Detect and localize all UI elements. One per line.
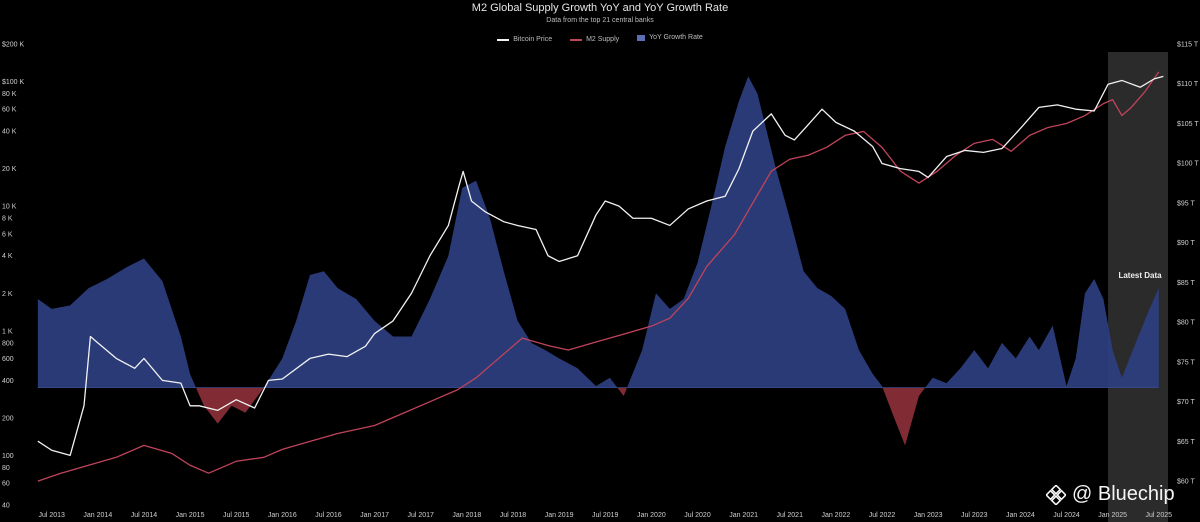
- yoy-growth-area: [37, 76, 1159, 446]
- x-tick-label: Jul 2025: [1146, 512, 1173, 519]
- legend-swatch-m2: [570, 38, 583, 41]
- x-tick-label: Jul 2015: [223, 512, 250, 519]
- x-tick-label: Jan 2019: [545, 512, 574, 519]
- x-axis-ticks: Jul 2013 Jan 2014 Jul 2014 Jan 2015 Jul 2015…: [38, 512, 1172, 519]
- left-axis-ticks: $200 K $100 K 80 K 60 K 40 K 20 K 10 K 8 K 6 K 4 …: [2, 42, 25, 510]
- right-axis-ticks: $115 T $110 T $105 T $100 T $95 T $90 T $85 T $…: [1177, 42, 1199, 486]
- left-tick-label: 4 K: [2, 253, 13, 260]
- right-tick-label: $100 T: [1177, 161, 1199, 168]
- x-tick-label: Jan 2014: [83, 512, 112, 519]
- x-tick-label: Jan 2016: [268, 512, 297, 519]
- legend-label-yoy: YoY Growth Rate: [649, 34, 703, 41]
- left-tick-label: 1 K: [2, 328, 13, 335]
- left-tick-label: 200: [2, 415, 14, 422]
- right-tick-label: $110 T: [1177, 81, 1199, 88]
- legend-label-bitcoin: Bitcoin Price: [513, 36, 553, 43]
- left-tick-label: 800: [2, 340, 14, 347]
- legend-swatch-yoy: [637, 34, 646, 41]
- bluechip-logo-icon: [1046, 484, 1066, 505]
- right-tick-label: $65 T: [1177, 439, 1195, 446]
- x-tick-label: Jul 2013: [38, 512, 65, 519]
- legend-label-m2: M2 Supply: [586, 36, 620, 43]
- x-tick-label: Jul 2018: [500, 512, 527, 519]
- left-tick-label: 60 K: [2, 107, 17, 114]
- x-tick-label: Jul 2024: [1053, 512, 1080, 519]
- yoy-area-positive: [37, 76, 1159, 388]
- left-tick-label: 80: [2, 465, 10, 472]
- x-tick-label: Jan 2018: [452, 512, 481, 519]
- watermark-text: @ Bluechip: [1072, 483, 1175, 505]
- x-tick-label: Jan 2022: [821, 512, 850, 519]
- latest-data-shade: [1108, 52, 1168, 522]
- latest-data-label: Latest Data: [1118, 271, 1162, 280]
- latest-data-region: [1108, 52, 1168, 522]
- right-tick-label: $75 T: [1177, 359, 1195, 366]
- legend-item-yoy[interactable]: YoY Growth Rate: [637, 34, 703, 41]
- left-tick-label: 8 K: [2, 216, 13, 223]
- left-tick-label: $100 K: [2, 79, 25, 86]
- chart-subtitle: Data from the top 21 central banks: [546, 17, 654, 24]
- right-tick-label: $60 T: [1177, 479, 1195, 486]
- right-tick-label: $95 T: [1177, 200, 1195, 207]
- legend-swatch-bitcoin: [497, 38, 510, 41]
- x-tick-label: Jul 2021: [777, 512, 804, 519]
- chart-title: M2 Global Supply Growth YoY and YoY Grow…: [471, 2, 729, 14]
- left-tick-label: 10 K: [2, 204, 17, 211]
- bitcoin-price-path: [37, 75, 1164, 457]
- x-tick-label: Jul 2017: [407, 512, 434, 519]
- x-tick-label: Jul 2022: [869, 512, 896, 519]
- left-tick-label: 20 K: [2, 166, 17, 173]
- yoy-area-negative: [195, 387, 926, 446]
- left-tick-label: 40 K: [2, 129, 17, 136]
- x-tick-label: Jan 2020: [637, 512, 666, 519]
- left-tick-label: 400: [2, 378, 14, 385]
- left-tick-label: 80 K: [2, 91, 17, 98]
- right-tick-label: $90 T: [1177, 240, 1195, 247]
- x-tick-label: Jul 2016: [315, 512, 342, 519]
- left-tick-label: $200 K: [2, 42, 25, 49]
- chart-legend: Bitcoin Price M2 Supply YoY Growth Rate: [0, 34, 1200, 43]
- left-tick-label: 6 K: [2, 231, 13, 238]
- left-tick-label: 40: [2, 503, 10, 510]
- x-tick-label: Jan 2021: [729, 512, 758, 519]
- legend-item-bitcoin[interactable]: Bitcoin Price: [497, 36, 552, 43]
- x-tick-label: Jul 2019: [592, 512, 619, 519]
- right-tick-label: $80 T: [1177, 320, 1195, 327]
- x-tick-label: Jan 2024: [1006, 512, 1035, 519]
- left-tick-label: 60: [2, 481, 10, 488]
- bluechip-watermark: @ Bluechip: [1046, 483, 1175, 506]
- x-tick-label: Jan 2015: [176, 512, 205, 519]
- m2-supply-path: [37, 71, 1160, 482]
- left-tick-label: 2 K: [2, 291, 13, 298]
- left-tick-label: 100: [2, 453, 14, 460]
- legend-item-m2[interactable]: M2 Supply: [570, 36, 619, 43]
- m2-supply-line: [37, 71, 1160, 482]
- x-tick-label: Jan 2023: [914, 512, 943, 519]
- right-tick-label: $85 T: [1177, 280, 1195, 287]
- x-tick-label: Jul 2014: [131, 512, 158, 519]
- right-tick-label: $70 T: [1177, 399, 1195, 406]
- x-tick-label: Jul 2023: [961, 512, 988, 519]
- right-tick-label: $115 T: [1177, 42, 1199, 49]
- latest-data-annotation: Latest Data: [1118, 271, 1162, 280]
- x-tick-label: Jan 2025: [1098, 512, 1127, 519]
- left-tick-label: 600: [2, 356, 14, 363]
- right-tick-label: $105 T: [1177, 121, 1199, 128]
- x-tick-label: Jan 2017: [360, 512, 389, 519]
- x-tick-label: Jul 2020: [684, 512, 711, 519]
- bitcoin-price-line: [37, 75, 1164, 457]
